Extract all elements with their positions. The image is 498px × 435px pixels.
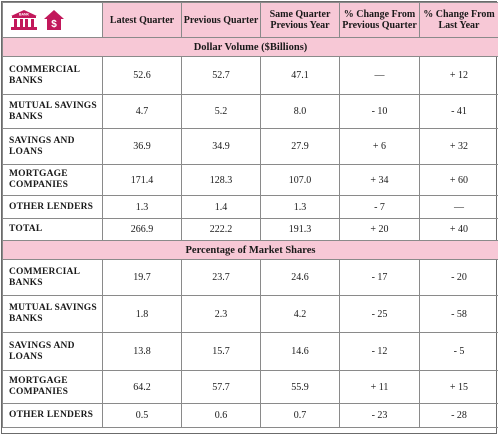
cell-change-last-year: - 58 bbox=[419, 295, 498, 333]
section-header-dollar-volume: Dollar Volume ($Billions) bbox=[2, 37, 498, 57]
table-row: MUTUAL SAVINGS BANKS 4.7 5.2 8.0 - 10 - … bbox=[2, 94, 498, 129]
cell-previous-quarter: 128.3 bbox=[181, 164, 261, 196]
cell-same-quarter-previous-year: 107.0 bbox=[260, 164, 340, 196]
row-label: MORTGAGE COMPANIES bbox=[2, 370, 103, 404]
cell-previous-quarter: 34.9 bbox=[181, 128, 261, 165]
cell-same-quarter-previous-year: 0.7 bbox=[260, 403, 340, 428]
cell-change-previous-quarter: + 6 bbox=[339, 128, 420, 165]
table-row: COMMERCIAL BANKS 52.6 52.7 47.1 — + 12 bbox=[2, 56, 498, 95]
table-row: SAVINGS AND LOANS 13.8 15.7 14.6 - 12 - … bbox=[2, 332, 498, 371]
cell-change-last-year: + 12 bbox=[419, 56, 498, 95]
section-title: Percentage of Market Shares bbox=[2, 240, 498, 260]
cell-latest-quarter: 13.8 bbox=[102, 332, 182, 371]
row-label: SAVINGS AND LOANS bbox=[2, 128, 103, 165]
cell-change-previous-quarter: + 34 bbox=[339, 164, 420, 196]
row-label: OTHER LENDERS bbox=[2, 195, 103, 219]
cell-change-last-year: + 15 bbox=[419, 370, 498, 404]
row-label: MUTUAL SAVINGS BANKS bbox=[2, 94, 103, 129]
cell-same-quarter-previous-year: 8.0 bbox=[260, 94, 340, 129]
cell-previous-quarter: 2.3 bbox=[181, 295, 261, 333]
cell-latest-quarter: 36.9 bbox=[102, 128, 182, 165]
logo: BANK $ bbox=[9, 9, 102, 31]
cell-latest-quarter: 0.5 bbox=[102, 403, 182, 428]
cell-change-previous-quarter: - 17 bbox=[339, 259, 420, 296]
cell-same-quarter-previous-year: 24.6 bbox=[260, 259, 340, 296]
table-row: MORTGAGE COMPANIES 64.2 57.7 55.9 + 11 +… bbox=[2, 370, 498, 404]
cell-same-quarter-previous-year: 1.3 bbox=[260, 195, 340, 219]
cell-previous-quarter: 23.7 bbox=[181, 259, 261, 296]
cell-latest-quarter: 19.7 bbox=[102, 259, 182, 296]
row-label: TOTAL bbox=[2, 218, 103, 241]
cell-same-quarter-previous-year: 55.9 bbox=[260, 370, 340, 404]
cell-latest-quarter: 1.8 bbox=[102, 295, 182, 333]
table-row: MORTGAGE COMPANIES 171.4 128.3 107.0 + 3… bbox=[2, 164, 498, 196]
table-row: COMMERCIAL BANKS 19.7 23.7 24.6 - 17 - 2… bbox=[2, 259, 498, 296]
cell-previous-quarter: 222.2 bbox=[181, 218, 261, 241]
cell-same-quarter-previous-year: 14.6 bbox=[260, 332, 340, 371]
cell-change-previous-quarter: - 10 bbox=[339, 94, 420, 129]
cell-latest-quarter: 171.4 bbox=[102, 164, 182, 196]
cell-change-last-year: + 32 bbox=[419, 128, 498, 165]
cell-latest-quarter: 64.2 bbox=[102, 370, 182, 404]
column-header-change-previous-quarter: % Change From Previous Quarter bbox=[339, 2, 420, 38]
cell-same-quarter-previous-year: 4.2 bbox=[260, 295, 340, 333]
cell-change-previous-quarter: - 12 bbox=[339, 332, 420, 371]
cell-change-previous-quarter: - 23 bbox=[339, 403, 420, 428]
column-header-latest-quarter: Latest Quarter bbox=[102, 2, 182, 38]
cell-change-previous-quarter: + 20 bbox=[339, 218, 420, 241]
cell-latest-quarter: 1.3 bbox=[102, 195, 182, 219]
cell-latest-quarter: 52.6 bbox=[102, 56, 182, 95]
cell-previous-quarter: 0.6 bbox=[181, 403, 261, 428]
cell-same-quarter-previous-year: 27.9 bbox=[260, 128, 340, 165]
cell-change-last-year: - 41 bbox=[419, 94, 498, 129]
table-row: SAVINGS AND LOANS 36.9 34.9 27.9 + 6 + 3… bbox=[2, 128, 498, 165]
logo-cell: BANK $ bbox=[2, 2, 103, 38]
cell-change-last-year: - 5 bbox=[419, 332, 498, 371]
cell-change-last-year: - 20 bbox=[419, 259, 498, 296]
row-label: COMMERCIAL BANKS bbox=[2, 259, 103, 296]
column-header-same-quarter-previous-year: Same Quarter Previous Year bbox=[260, 2, 340, 38]
cell-change-last-year: — bbox=[419, 195, 498, 219]
table-row-total: TOTAL 266.9 222.2 191.3 + 20 + 40 bbox=[2, 218, 498, 241]
lender-data-table: BANK $ Latest Quarter Previous Quarter S… bbox=[2, 2, 498, 428]
cell-previous-quarter: 57.7 bbox=[181, 370, 261, 404]
cell-change-previous-quarter: + 11 bbox=[339, 370, 420, 404]
bank-icon: BANK bbox=[11, 10, 37, 30]
house-dollar-symbol: $ bbox=[51, 19, 57, 30]
cell-previous-quarter: 15.7 bbox=[181, 332, 261, 371]
cell-change-last-year: + 40 bbox=[419, 218, 498, 241]
section-header-market-shares: Percentage of Market Shares bbox=[2, 240, 498, 260]
table-row: OTHER LENDERS 0.5 0.6 0.7 - 23 - 28 bbox=[2, 403, 498, 428]
row-label: OTHER LENDERS bbox=[2, 403, 103, 428]
header-row: BANK $ Latest Quarter Previous Quarter S… bbox=[2, 2, 498, 38]
row-label: MORTGAGE COMPANIES bbox=[2, 164, 103, 196]
section-title: Dollar Volume ($Billions) bbox=[2, 37, 498, 57]
cell-change-previous-quarter: - 25 bbox=[339, 295, 420, 333]
bank-sign-text: BANK bbox=[19, 12, 30, 16]
house-dollar-icon: $ bbox=[44, 10, 64, 30]
cell-change-last-year: + 60 bbox=[419, 164, 498, 196]
cell-change-previous-quarter: — bbox=[339, 56, 420, 95]
row-label: MUTUAL SAVINGS BANKS bbox=[2, 295, 103, 333]
cell-latest-quarter: 266.9 bbox=[102, 218, 182, 241]
cell-previous-quarter: 1.4 bbox=[181, 195, 261, 219]
cell-same-quarter-previous-year: 191.3 bbox=[260, 218, 340, 241]
column-header-previous-quarter: Previous Quarter bbox=[181, 2, 261, 38]
cell-change-previous-quarter: - 7 bbox=[339, 195, 420, 219]
cell-same-quarter-previous-year: 47.1 bbox=[260, 56, 340, 95]
table-row: MUTUAL SAVINGS BANKS 1.8 2.3 4.2 - 25 - … bbox=[2, 295, 498, 333]
cell-previous-quarter: 52.7 bbox=[181, 56, 261, 95]
table-row: OTHER LENDERS 1.3 1.4 1.3 - 7 — bbox=[2, 195, 498, 219]
cell-previous-quarter: 5.2 bbox=[181, 94, 261, 129]
column-header-change-last-year: % Change From Last Year bbox=[419, 2, 498, 38]
cell-latest-quarter: 4.7 bbox=[102, 94, 182, 129]
cell-change-last-year: - 28 bbox=[419, 403, 498, 428]
row-label: SAVINGS AND LOANS bbox=[2, 332, 103, 371]
row-label: COMMERCIAL BANKS bbox=[2, 56, 103, 95]
